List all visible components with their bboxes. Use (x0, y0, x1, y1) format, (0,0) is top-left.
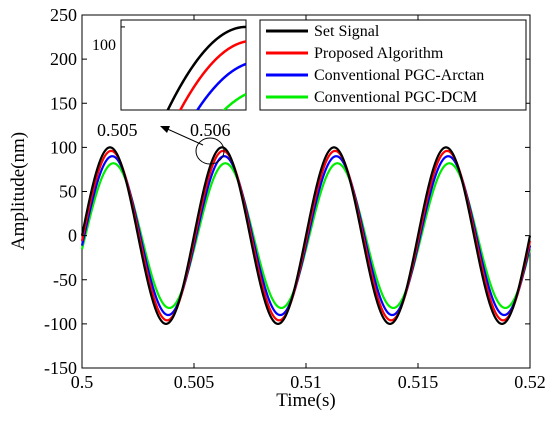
legend-label-pgc-dcm: Conventional PGC-DCM (314, 89, 477, 106)
zoom-arrow (162, 126, 204, 146)
y-tick-label: 250 (50, 5, 77, 25)
inset-line-set-signal (166, 25, 246, 110)
x-tick-label: 0.52 (514, 372, 546, 392)
zoom-callout: 0.505 0.506 (97, 120, 231, 165)
x-axis-label: Time(s) (276, 390, 335, 411)
axis-group: 0.5 0.505 0.51 0.515 0.52 -150 -100 -50 0 50 100 15… (44, 5, 546, 392)
x-tick-label: 0.505 (174, 372, 215, 392)
x-tick-label: 0.51 (290, 372, 322, 392)
legend-label-proposed: Proposed Algorithm (314, 45, 444, 62)
y-tick-label: -50 (53, 270, 77, 290)
inset-series-group (121, 25, 246, 110)
callout-label-left: 0.505 (97, 120, 138, 140)
zoom-arrow-head (160, 126, 170, 133)
legend-label-pgc-arctan: Conventional PGC-Arctan (314, 67, 484, 84)
y-tick-label: -100 (44, 314, 77, 334)
y-tick-label: -150 (44, 358, 77, 378)
inset-line-conventional-pgc-dcm (222, 93, 246, 110)
inset-series-clip (166, 25, 246, 110)
y-tick-label: 0 (68, 226, 77, 246)
legend-box (259, 19, 527, 111)
callout-label-right: 0.506 (190, 120, 231, 140)
y-tick-label: 200 (50, 49, 77, 69)
inset-line-conventional-pgc-arctan (195, 62, 246, 110)
inset-panel: 100 (92, 19, 247, 111)
y-tick-label: 150 (50, 93, 77, 113)
inset-tick-label: 100 (92, 37, 116, 54)
y-tick-label: 100 (50, 137, 77, 157)
x-tick-label: 0.5 (71, 372, 94, 392)
y-axis-label: Amplitude(nm) (8, 132, 29, 250)
inset-frame (120, 19, 247, 111)
series-line-set-signal (80, 146, 532, 325)
zoom-region-ellipse (195, 137, 225, 165)
legend-label-set-signal: Set Signal (314, 23, 380, 40)
x-tick-label: 0.515 (398, 372, 439, 392)
inset-line-proposed-algorithm (178, 40, 246, 110)
y-tick-label: 50 (59, 182, 77, 202)
legend: Set Signal Proposed Algorithm Convention… (259, 19, 527, 111)
series-group (80, 146, 532, 325)
